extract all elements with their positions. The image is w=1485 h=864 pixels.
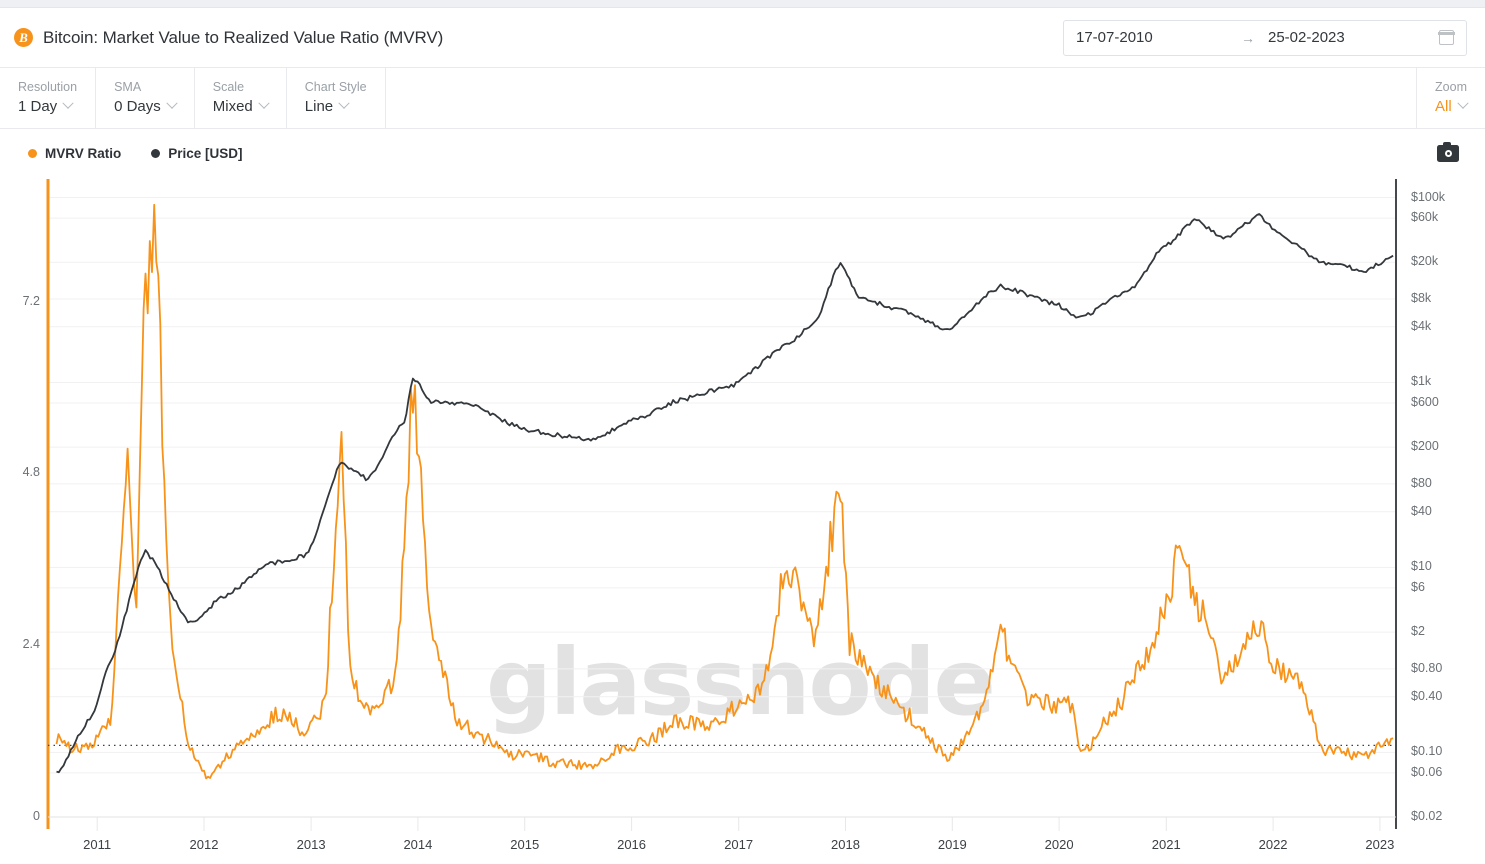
- legend-label-mvrv: MVRV Ratio: [45, 145, 122, 161]
- legend-item-mvrv-ratio[interactable]: MVRV Ratio: [28, 146, 121, 161]
- chart-style-label: Chart Style: [304, 80, 367, 95]
- legend-label-price: Price [USD]: [168, 145, 243, 161]
- y-axis-right-tick-label: $600: [1411, 394, 1439, 409]
- page-header: B Bitcoin: Market Value to Realized Valu…: [0, 8, 1485, 68]
- chart-area: glassnode 0 2.4 4.8 7.2 $100k $60k $20k $8k $4k $…: [0, 177, 1485, 864]
- y-axis-right-tick-label: $0.80: [1411, 660, 1443, 675]
- chevron-down-icon: [1457, 97, 1469, 110]
- x-axis-tick-label: 2023: [1365, 837, 1395, 852]
- resolution-label: Resolution: [18, 80, 78, 95]
- zoom-label: Zoom: [1435, 80, 1467, 95]
- y-axis-right-tick-label: $4k: [1411, 318, 1432, 333]
- y-axis-right-tick-label: $0.06: [1411, 764, 1443, 779]
- chevron-down-icon: [166, 97, 178, 110]
- zoom-dropdown[interactable]: Zoom All: [1416, 68, 1485, 128]
- x-axis-tick-label: 2016: [617, 837, 647, 852]
- chart-style-dropdown[interactable]: Chart Style Line: [287, 68, 386, 128]
- y-axis-left-tick-label: 2.4: [22, 637, 40, 652]
- x-axis-tick-label: 2020: [1044, 837, 1074, 852]
- x-axis-tick-label: 2017: [724, 837, 754, 852]
- y-axis-right-tick-label: $6: [1411, 579, 1425, 594]
- calendar-icon[interactable]: [1438, 30, 1455, 45]
- y-axis-right-tick-label: $8k: [1411, 290, 1432, 305]
- y-axis-right-tick-label: $40: [1411, 503, 1432, 518]
- y-axis-right-tick-label: $0.10: [1411, 744, 1443, 759]
- x-axis-tick-label: 2011: [83, 837, 112, 852]
- sma-dropdown[interactable]: SMA 0 Days: [96, 68, 195, 128]
- series-line-price: [56, 213, 1394, 774]
- y-axis-left-tick-label: 0: [33, 809, 40, 823]
- x-axis-tick-label: 2019: [937, 837, 967, 852]
- resolution-value: 1 Day: [18, 97, 58, 115]
- chart-legend: MVRV Ratio Price [USD]: [0, 129, 1485, 177]
- legend-dot-icon: [28, 148, 37, 158]
- y-axis-right-tick-label: $60k: [1411, 210, 1439, 225]
- title-group: B Bitcoin: Market Value to Realized Valu…: [14, 28, 443, 48]
- date-range-picker[interactable]: 17-07-2010 → 25-02-2023: [1063, 19, 1467, 56]
- controls-spacer: [386, 68, 1418, 128]
- y-axis-right-tick-label: $80: [1411, 475, 1432, 490]
- camera-icon[interactable]: [1437, 142, 1459, 162]
- y-axis-left-tick-label: 7.2: [22, 293, 40, 308]
- date-range-end-input[interactable]: 25-02-2023: [1268, 29, 1345, 46]
- date-range-start-input[interactable]: 17-07-2010: [1076, 29, 1153, 46]
- y-axis-right-tick-label: $10: [1411, 559, 1432, 574]
- sma-label: SMA: [114, 80, 142, 95]
- chart-plot[interactable]: [0, 177, 1485, 864]
- scale-dropdown[interactable]: Scale Mixed: [195, 68, 287, 128]
- series-line-mvrv-ratio: [55, 203, 1394, 780]
- camera-lens-icon: [1444, 150, 1452, 157]
- x-axis-tick-label: 2021: [1151, 837, 1181, 852]
- x-axis-tick-label: 2015: [510, 837, 540, 852]
- y-axis-left-tick-label: 4.8: [22, 465, 40, 480]
- y-axis-right-tick-label: $200: [1411, 439, 1439, 454]
- legend-item-price[interactable]: Price [USD]: [151, 145, 243, 161]
- x-axis-tick-label: 2013: [296, 837, 326, 852]
- x-axis-tick-label: 2012: [189, 837, 219, 852]
- y-axis-right-tick-label: $1k: [1411, 374, 1432, 389]
- chevron-down-icon: [338, 97, 350, 110]
- y-axis-right-tick-label: $0.40: [1411, 688, 1443, 703]
- chevron-down-icon: [62, 97, 74, 110]
- chevron-down-icon: [258, 97, 270, 110]
- y-axis-right-tick-label: $2: [1411, 624, 1425, 639]
- scale-value: Mixed: [212, 97, 253, 115]
- page-title: Bitcoin: Market Value to Realized Value …: [43, 27, 444, 47]
- x-axis-tick-label: 2014: [403, 837, 433, 852]
- y-axis-right-tick-label: $20k: [1411, 254, 1439, 269]
- y-axis-right-tick-label: $0.02: [1411, 809, 1443, 823]
- chart-style-value: Line: [304, 97, 334, 115]
- date-range-arrow-icon: →: [1241, 29, 1255, 46]
- controls-bar: Resolution 1 Day SMA 0 Days Scale Mixed …: [0, 68, 1485, 129]
- legend-dot-icon: [151, 148, 161, 158]
- resolution-dropdown[interactable]: Resolution 1 Day: [0, 68, 97, 128]
- scale-label: Scale: [212, 80, 245, 95]
- y-axis-right-tick-label: $100k: [1411, 189, 1446, 204]
- zoom-value: All: [1435, 97, 1452, 115]
- top-strip: [0, 0, 1485, 8]
- sma-value: 0 Days: [114, 97, 161, 115]
- x-axis-tick-label: 2018: [831, 837, 860, 852]
- x-axis-tick-label: 2022: [1258, 837, 1288, 852]
- bitcoin-icon: B: [14, 28, 33, 47]
